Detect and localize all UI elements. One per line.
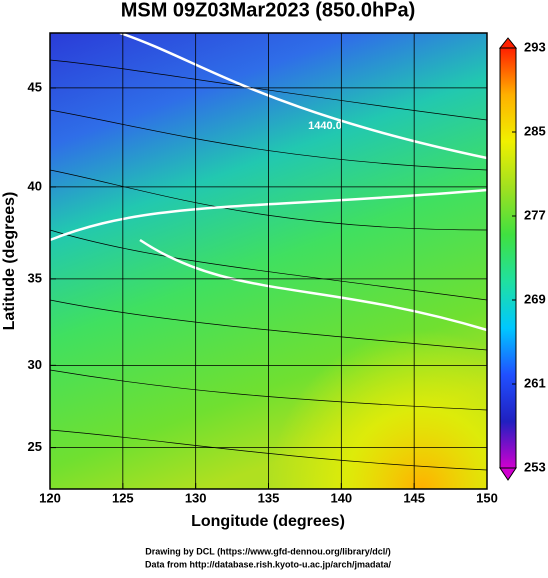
x-tick-label: 125	[112, 490, 134, 505]
x-tick-label: 130	[185, 490, 207, 505]
colorbar-label: 277	[524, 207, 546, 222]
x-tick-label: 135	[258, 490, 280, 505]
y-tick-label: 30	[28, 357, 42, 372]
contour-label: 1440.0	[308, 120, 342, 132]
colorbar-label: 269	[524, 291, 546, 306]
x-tick-label: 120	[39, 490, 61, 505]
colorbar	[499, 47, 517, 469]
y-tick-label: 35	[28, 270, 42, 285]
footer: Drawing by DCL (https://www.gfd-dennou.o…	[145, 546, 391, 556]
y-axis-label: Latitude (degrees)	[1, 192, 18, 331]
colorbar-label: 253	[524, 459, 546, 474]
y-tick-label: 40	[28, 178, 42, 193]
x-tick-label: 140	[330, 490, 352, 505]
colorbar-top	[498, 37, 518, 49]
colorbar-bottom	[499, 467, 517, 481]
title: MSM 09Z03Mar2023 (850.0hPa)	[121, 0, 416, 21]
colorbar-label: 293	[524, 39, 546, 54]
y-tick-label: 25	[28, 439, 42, 454]
colorbar-label: 261	[524, 375, 546, 390]
x-tick-label: 150	[476, 490, 498, 505]
y-tick-label: 45	[28, 79, 42, 94]
colorbar-label: 285	[524, 123, 546, 138]
x-tick-label: 145	[403, 490, 425, 505]
footer: Data from http://database.rish.kyoto-u.a…	[145, 559, 392, 569]
x-axis-label: Longitude (degrees)	[191, 513, 345, 530]
